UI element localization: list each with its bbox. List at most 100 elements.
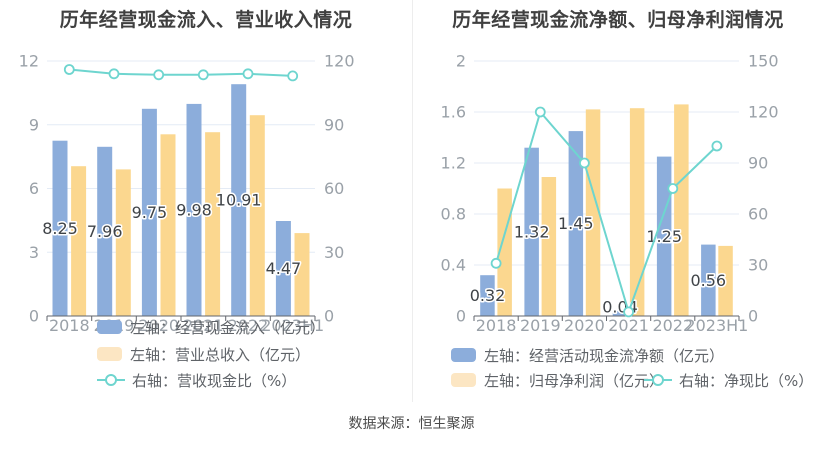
y-axis-right-label: 120 [748,103,779,122]
y-axis-right-label: 90 [324,115,344,134]
legend-dot-icon [105,374,117,386]
legend-item-net-cash-ratio[interactable]: 右轴：净现比（%） [644,371,814,390]
legend-label: 右轴：营收现金比（%） [132,371,297,390]
y-axis-right-label: 60 [748,205,768,224]
bar-total-revenue [249,115,265,316]
y-axis-left-label: 0 [29,307,39,326]
x-axis-label: 2022 [228,316,269,335]
legend-swatch-icon [451,373,476,387]
legend-item-cash-to-revenue-ratio[interactable]: 右轴：营收现金比（%） [97,371,297,390]
legend-swatch-icon [97,347,122,361]
bar-value-label: 0.56 [690,271,726,290]
y-axis-left-label: 1.6 [441,103,466,122]
x-axis-label: 2018 [476,316,517,335]
charts-row: 历年经营现金流入、营业收入情况 0 3 6 9 12 0 30 60 90 120 8.25 7.96… [0,0,823,402]
bar-value-label: 10.91 [216,191,262,210]
bar-cash-inflow [97,146,113,316]
legend-dot-icon [652,374,664,386]
legend-label: 右轴：净现比（%） [679,371,814,390]
x-axis-label: 2023H1 [685,316,748,335]
legend-label: 左轴：经营活动现金流净额（亿元） [484,346,725,365]
bar-cash-inflow [186,103,202,317]
bar-net-operating-cashflow [480,275,495,316]
legend-line-marker-icon [97,373,125,387]
bar-value-label: 7.96 [87,222,123,241]
y-axis-right-label: 0 [748,307,758,326]
bar-cash-inflow [231,84,247,316]
legend-item-net-profit[interactable]: 左轴：归母净利润（亿元） [451,371,664,390]
bar-value-label: 1.32 [514,222,550,241]
line-marker-net-cash-ratio [490,257,502,269]
y-axis-right-label: 60 [324,179,344,198]
y-axis-left-label: 6 [29,179,39,198]
y-axis-right-label: 30 [324,243,344,262]
y-axis-left-label: 0 [456,307,466,326]
line-marker-cash-to-revenue-ratio [197,69,209,81]
legend-swatch-icon [451,348,476,362]
chart-panel-cash-inflow-revenue: 历年经营现金流入、营业收入情况 0 3 6 9 12 0 30 60 90 120 8.25 7.96… [0,0,412,402]
data-source-note: 数据来源：恒生聚源 [348,416,475,432]
line-marker-cash-to-revenue-ratio [153,69,165,81]
line-marker-cash-to-revenue-ratio [287,70,299,82]
x-axis-label: 2020 [564,316,605,335]
x-axis-label: 2023H1 [261,316,324,335]
bar-cash-inflow [141,108,157,316]
legend-item-cash-inflow[interactable]: 左轴：经营现金流入（亿元） [97,318,326,337]
y-axis-left-label: 0.4 [441,256,466,275]
y-axis-left-label: 9 [29,115,39,134]
x-axis-label: 2019 [520,316,561,335]
y-axis-left-label: 3 [29,243,39,262]
line-net-cash-ratio [495,111,718,313]
legend-item-total-revenue[interactable]: 左轴：营业总收入（亿元） [97,345,311,364]
chart-panel-net-cashflow-profit: 历年经营现金流净额、归母净利润情况 0 0.4 0.8 1.2 1.6 2 0 30 60 90 1… [412,0,823,402]
x-axis-label: 2021 [183,316,224,335]
y-axis-left-label: 12 [19,52,39,71]
line-marker-cash-to-revenue-ratio [108,68,120,80]
y-axis-right-label: 120 [324,52,355,71]
line-marker-net-cash-ratio [534,106,546,118]
line-marker-net-cash-ratio [667,183,679,194]
bar-value-label: 8.25 [42,219,78,238]
x-axis-label: 2020 [138,316,179,335]
chart-title: 历年经营现金流净额、归母净利润情况 [452,9,784,31]
y-axis-right-label: 30 [748,256,768,275]
bar-net-profit [674,104,689,317]
y-axis-left-label: 1.2 [441,154,466,173]
bar-cash-inflow [275,221,291,316]
legend-swatch-icon [97,320,122,334]
x-axis-label: 2022 [652,316,693,335]
legend-label: 左轴：营业总收入（亿元） [130,345,311,364]
bar-total-revenue [71,166,87,316]
bar-net-profit [718,245,733,316]
chart-title: 历年经营现金流入、营业收入情况 [59,9,353,31]
y-axis-left-label: 2 [456,52,466,71]
bar-net-profit [629,108,645,316]
bar-cash-inflow [52,140,68,316]
bar-value-label: 9.98 [176,201,212,220]
bar-total-revenue [160,134,176,316]
bar-net-operating-cashflow [701,244,716,316]
line-marker-cash-to-revenue-ratio [63,64,75,75]
line-marker-net-cash-ratio [711,140,723,152]
bar-net-operating-cashflow [612,310,628,316]
legend-line-marker-icon [644,373,672,387]
legend-item-net-operating-cashflow[interactable]: 左轴：经营活动现金流净额（亿元） [451,346,725,365]
line-marker-net-cash-ratio [578,157,590,169]
x-axis-label: 2021 [608,316,649,335]
bar-total-revenue [205,132,221,316]
bar-net-operating-cashflow [524,147,539,316]
bar-value-label: 0.32 [470,286,506,305]
bar-value-label: 9.75 [132,203,168,222]
x-axis-label: 2018 [49,316,90,335]
bar-net-profit [541,177,557,316]
bar-value-label: 1.25 [646,227,682,246]
line-marker-cash-to-revenue-ratio [242,68,254,80]
legend-label: 左轴：经营现金流入（亿元） [130,318,326,337]
bar-value-label: 4.47 [266,259,302,278]
bar-net-operating-cashflow [568,131,584,316]
bar-total-revenue [294,233,310,316]
bar-net-operating-cashflow [656,156,672,316]
chart-plot: 0 0.4 0.8 1.2 1.6 2 0 30 60 90 120 150 0.32 1.32 1.45 0… [441,52,779,335]
y-axis-right-label: 90 [748,154,768,173]
